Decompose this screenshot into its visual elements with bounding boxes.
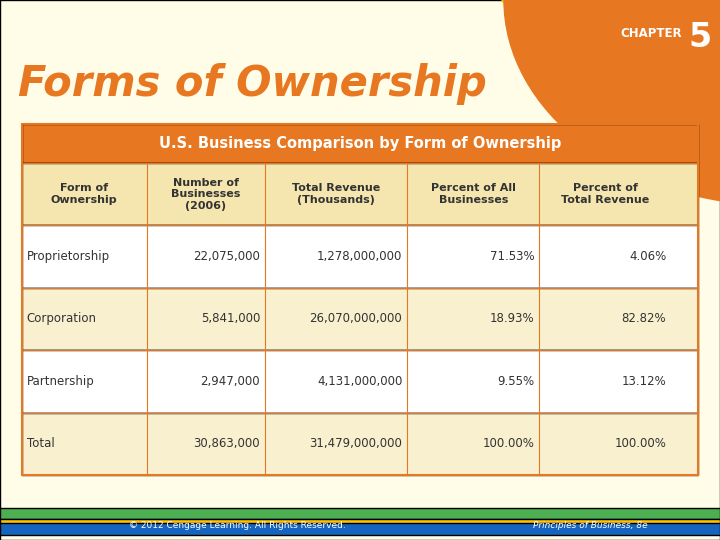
FancyBboxPatch shape: [22, 413, 698, 475]
Text: 13.12%: 13.12%: [621, 375, 666, 388]
Text: 26,070,000,000: 26,070,000,000: [310, 313, 402, 326]
Text: Number of
Businesses
(2006): Number of Businesses (2006): [171, 178, 240, 211]
Text: Total Revenue
(Thousands): Total Revenue (Thousands): [292, 183, 380, 205]
Text: 5,841,000: 5,841,000: [201, 313, 260, 326]
FancyBboxPatch shape: [0, 508, 720, 519]
FancyBboxPatch shape: [22, 350, 698, 413]
Text: 1,278,000,000: 1,278,000,000: [317, 250, 402, 263]
FancyBboxPatch shape: [0, 523, 720, 535]
Text: Form of
Ownership: Form of Ownership: [51, 183, 117, 205]
Text: © 2012 Cengage Learning. All Rights Reserved.: © 2012 Cengage Learning. All Rights Rese…: [129, 521, 346, 530]
Text: 4.06%: 4.06%: [629, 250, 666, 263]
Text: Proprietorship: Proprietorship: [27, 250, 109, 263]
Text: 22,075,000: 22,075,000: [194, 250, 260, 263]
Text: 5: 5: [688, 21, 711, 55]
Circle shape: [504, 0, 720, 205]
FancyBboxPatch shape: [22, 288, 698, 350]
Text: Percent of
Total Revenue: Percent of Total Revenue: [561, 183, 649, 205]
Text: 100.00%: 100.00%: [614, 437, 666, 450]
Text: 30,863,000: 30,863,000: [194, 437, 260, 450]
Text: CHAPTER: CHAPTER: [621, 27, 683, 40]
FancyBboxPatch shape: [0, 519, 720, 527]
Text: U.S. Business Comparison by Form of Ownership: U.S. Business Comparison by Form of Owne…: [159, 136, 561, 151]
Text: 9.55%: 9.55%: [498, 375, 534, 388]
Text: 2,947,000: 2,947,000: [201, 375, 260, 388]
Text: Percent of All
Businesses: Percent of All Businesses: [431, 183, 516, 205]
Text: 4,131,000,000: 4,131,000,000: [317, 375, 402, 388]
Text: 100.00%: 100.00%: [482, 437, 534, 450]
Text: 71.53%: 71.53%: [490, 250, 534, 263]
FancyBboxPatch shape: [22, 124, 698, 163]
Text: Forms of Ownership: Forms of Ownership: [18, 63, 487, 105]
FancyBboxPatch shape: [22, 225, 698, 288]
Text: 82.82%: 82.82%: [621, 313, 666, 326]
FancyBboxPatch shape: [22, 163, 698, 225]
Text: Total: Total: [27, 437, 55, 450]
Text: Principles of Business, 8e: Principles of Business, 8e: [533, 521, 648, 530]
Circle shape: [482, 0, 720, 86]
Text: Corporation: Corporation: [27, 313, 96, 326]
Text: 18.93%: 18.93%: [490, 313, 534, 326]
Text: Partnership: Partnership: [27, 375, 94, 388]
Text: 31,479,000,000: 31,479,000,000: [310, 437, 402, 450]
